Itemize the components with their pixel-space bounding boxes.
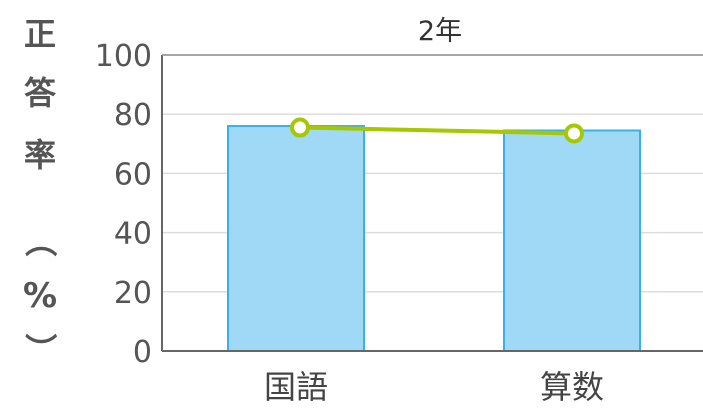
bar [227,125,365,353]
bars [227,125,641,353]
y-axis-label-char: 答 [24,74,57,112]
y-axis-label-char: 正 [24,15,56,53]
axes [161,54,703,352]
x-tick-labels: 国語 算数 [264,368,604,406]
x-tick-label: 国語 [264,368,328,406]
y-tick-label: 20 [114,276,152,311]
line-series [290,117,584,144]
y-axis-label: 正答率 （% ） [21,15,59,365]
y-tick-label: 40 [114,217,152,252]
chart-title: 2年 [418,16,462,47]
y-axis-label-char: （ [21,225,59,257]
y-tick-labels: 0 20 40 60 80 100 [95,39,152,370]
y-axis-label-char: ） [21,333,59,365]
bar [503,129,641,352]
line-point [564,123,584,144]
y-tick-label: 60 [114,157,152,192]
y-axis-label-char: 率 [24,136,56,174]
y-tick-label: 80 [114,98,152,133]
series-line [299,125,575,136]
y-axis-label-char: % [23,276,57,316]
x-tick-label: 算数 [540,368,604,406]
line-point [290,117,310,138]
y-tick-label: 0 [133,335,152,370]
y-tick-label: 100 [95,39,152,74]
